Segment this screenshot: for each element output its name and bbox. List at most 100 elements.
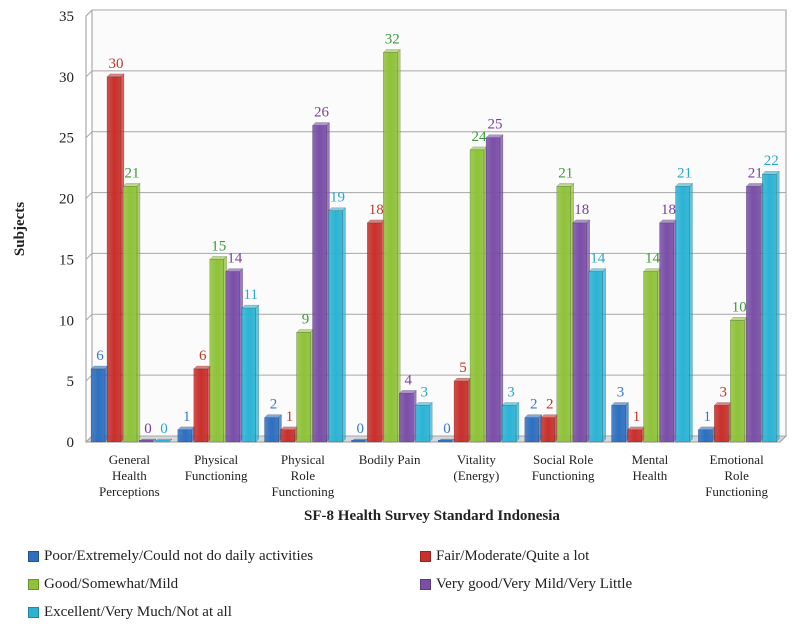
bar-side	[255, 304, 259, 443]
x-tick-label: Bodily Pain	[359, 452, 421, 467]
legend-swatch-fair	[420, 551, 431, 562]
bar-front	[367, 222, 382, 443]
legend-swatch-good	[28, 579, 39, 590]
x-tick-label-line: Functioning	[271, 484, 334, 499]
x-tick-label-line: Functioning	[185, 468, 248, 483]
bar-top	[556, 183, 575, 187]
bar-top	[713, 402, 732, 406]
bar-good	[556, 182, 575, 443]
bar-poor	[524, 414, 543, 443]
bar-good	[469, 146, 488, 443]
bar-front	[730, 320, 745, 443]
bar-front	[659, 222, 674, 443]
bar-good	[382, 48, 401, 443]
data-label-poor: 2	[530, 397, 538, 413]
bar-front	[241, 307, 256, 443]
legend-item-poor: Poor/Extremely/Could not do daily activi…	[28, 548, 313, 565]
bar-front	[155, 440, 169, 442]
bar-excellent	[414, 401, 433, 443]
bar-front	[383, 52, 398, 443]
bar-front	[122, 186, 138, 443]
bar-front	[225, 271, 240, 443]
bar-side	[499, 134, 504, 443]
bar-top	[674, 183, 694, 187]
bar-poor	[610, 401, 630, 443]
data-label-very-good: 18	[661, 202, 676, 218]
data-label-very-good: 21	[748, 165, 763, 181]
data-label-good: 32	[385, 32, 400, 48]
x-tick-label-line: Role	[724, 468, 749, 483]
data-label-excellent: 0	[160, 421, 168, 437]
data-label-poor: 6	[96, 348, 104, 364]
x-tick-label-line: Social Role	[533, 452, 594, 467]
bar-poor	[437, 438, 456, 443]
data-label-fair: 2	[546, 397, 554, 413]
bar-excellent	[154, 438, 173, 443]
x-tick-label: General Health Perceptions	[99, 452, 160, 499]
bar-very-good	[745, 182, 764, 443]
y-tick-label: 5	[67, 374, 75, 390]
data-label-excellent: 22	[764, 153, 779, 169]
bar-front	[572, 222, 587, 443]
bar-front	[714, 405, 729, 443]
bar-very-good	[311, 121, 331, 443]
legend: Poor/Extremely/Could not do daily activi…	[28, 538, 798, 626]
data-label-very-good: 26	[314, 105, 330, 121]
data-label-poor: 1	[183, 409, 191, 425]
bar-top	[453, 377, 472, 382]
bar-top	[524, 414, 543, 418]
bar-top	[209, 256, 228, 260]
bar-excellent	[501, 401, 520, 443]
bar-front	[675, 186, 690, 443]
y-tick-label: 10	[59, 313, 74, 329]
bar-very-good	[225, 267, 244, 443]
data-label-very-good: 4	[405, 372, 413, 388]
bar-side	[776, 170, 780, 443]
bar-front	[501, 405, 517, 443]
x-tick-label-line: Health	[633, 468, 668, 483]
bar-front	[415, 405, 430, 443]
data-label-good: 21	[125, 165, 140, 181]
bar-very-good	[658, 219, 678, 443]
bar-top	[469, 146, 488, 151]
data-label-good: 15	[211, 238, 226, 254]
data-label-excellent: 3	[507, 384, 515, 400]
bar-fair	[626, 426, 646, 443]
data-label-fair: 5	[459, 360, 467, 376]
bar-very-good	[485, 134, 504, 443]
bar-top	[398, 390, 417, 394]
bar-front	[106, 76, 122, 443]
data-label-very-good: 25	[488, 117, 503, 133]
data-label-fair: 3	[720, 384, 728, 400]
bar-top	[729, 317, 748, 321]
legend-swatch-excellent	[28, 607, 39, 618]
data-label-poor: 0	[443, 421, 451, 437]
legend-swatch-poor	[28, 551, 39, 562]
bar-top	[225, 268, 244, 272]
x-tick-label: Physical Role Functioning	[271, 452, 334, 499]
bar-top	[279, 426, 299, 431]
bar-top	[193, 365, 212, 370]
bar-fair	[366, 219, 385, 443]
data-label-fair: 6	[199, 348, 207, 364]
bar-top	[572, 219, 591, 224]
y-tick-label: 25	[59, 131, 74, 147]
y-tick-label: 30	[59, 70, 74, 86]
bar-side	[515, 401, 520, 443]
bar-top	[642, 268, 662, 272]
bar-fair	[540, 414, 559, 443]
data-label-fair: 18	[369, 202, 384, 218]
legend-label-excellent: Excellent/Very Much/Not at all	[44, 604, 232, 620]
x-tick-label: Emotional Role Functioning	[705, 452, 768, 499]
legend-label-very-good: Very good/Very Mild/Very Little	[436, 576, 633, 592]
bar-front	[627, 429, 642, 443]
bar-front	[177, 429, 192, 443]
bar-front	[280, 429, 295, 443]
bar-top	[295, 329, 315, 333]
bar-front	[296, 332, 311, 443]
gridline-depth	[85, 131, 93, 139]
bar-fair	[193, 365, 212, 443]
x-tick-label-line: Mental	[631, 452, 668, 467]
bar-front	[540, 417, 555, 443]
bar-side	[397, 48, 401, 443]
